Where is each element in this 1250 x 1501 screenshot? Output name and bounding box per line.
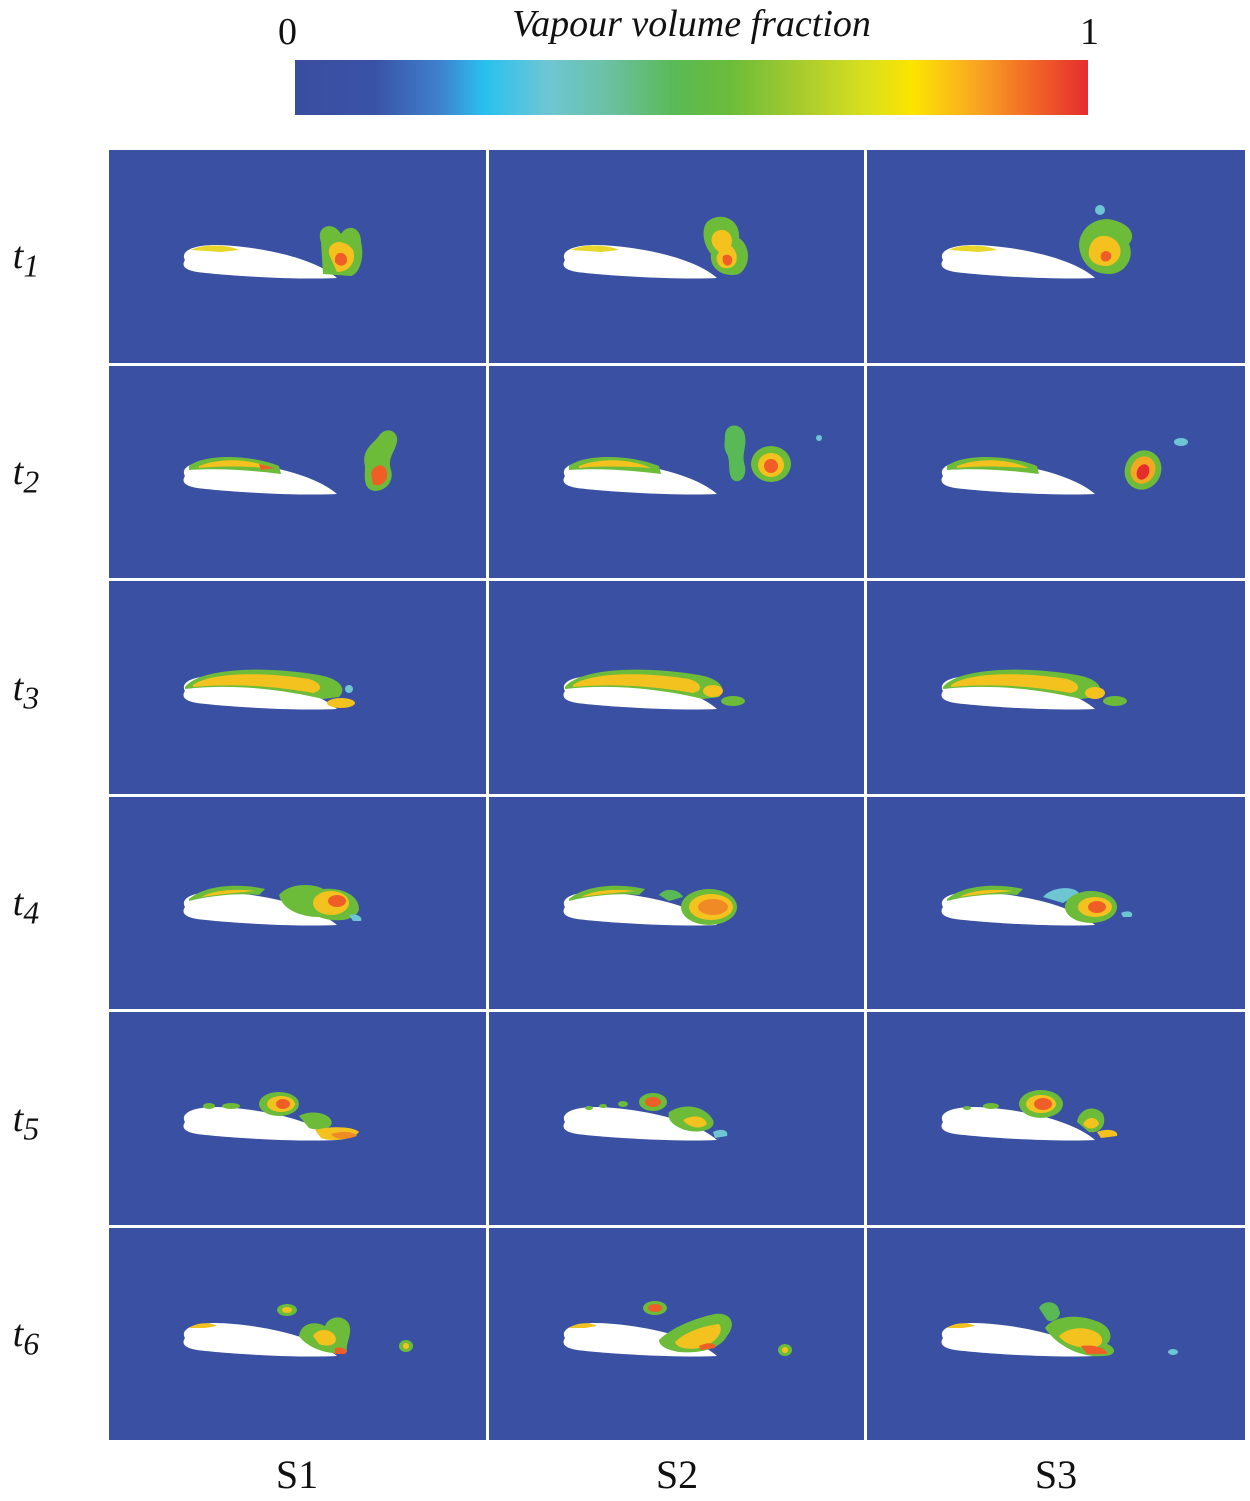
row-label-subscript: 6 — [23, 1326, 40, 1362]
row-label-text: t4 — [12, 882, 40, 931]
col-label-s1: S1 — [275, 1452, 319, 1497]
panel-t1-s2 — [489, 150, 864, 363]
row-label-subscript: 4 — [23, 895, 40, 931]
row-label-t5: t5 — [4, 1099, 48, 1150]
row-label-text: t5 — [12, 1098, 40, 1147]
panel-t3-s3 — [867, 581, 1245, 794]
panel-t2-s1 — [109, 366, 486, 578]
panel-t2-s3 — [867, 366, 1245, 578]
panel-t6-s2 — [489, 1228, 864, 1440]
panel-t4-s2 — [489, 797, 864, 1009]
row-label-text: t3 — [12, 667, 40, 716]
row-label-subscript: 1 — [23, 248, 40, 284]
panel-t6-s3 — [867, 1228, 1245, 1440]
panel-t4-s3 — [867, 797, 1245, 1009]
colorbar-title: Vapour volume fraction — [512, 3, 871, 45]
panel-t3-s1 — [109, 581, 486, 794]
row-label-text: t2 — [12, 451, 40, 500]
row-label-text: t6 — [12, 1313, 40, 1362]
panel-t5-s2 — [489, 1012, 864, 1225]
panel-t5-s1 — [109, 1012, 486, 1225]
row-label-subscript: 2 — [23, 464, 40, 500]
row-label-t3: t3 — [4, 668, 48, 719]
row-label-t2: t2 — [4, 452, 48, 503]
panel-t1-s3 — [867, 150, 1245, 363]
col-label-s2: S2 — [655, 1452, 699, 1497]
colorbar-min-label: 0 — [278, 11, 297, 53]
panel-t3-s2 — [489, 581, 864, 794]
contour-grid — [109, 150, 1245, 1440]
panel-t1-s1 — [109, 150, 486, 363]
panel-t2-s2 — [489, 366, 864, 578]
panel-t6-s1 — [109, 1228, 486, 1440]
row-label-t4: t4 — [4, 883, 48, 934]
panel-t4-s1 — [109, 797, 486, 1009]
panel-t5-s3 — [867, 1012, 1245, 1225]
colorbar — [295, 60, 1088, 115]
row-label-text: t1 — [12, 235, 40, 284]
row-label-subscript: 3 — [23, 680, 40, 716]
row-label-subscript: 5 — [23, 1111, 40, 1147]
row-label-t1: t1 — [4, 236, 48, 287]
row-label-t6: t6 — [4, 1314, 48, 1365]
colorbar-max-label: 1 — [1080, 11, 1099, 53]
col-label-s3: S3 — [1034, 1452, 1078, 1497]
